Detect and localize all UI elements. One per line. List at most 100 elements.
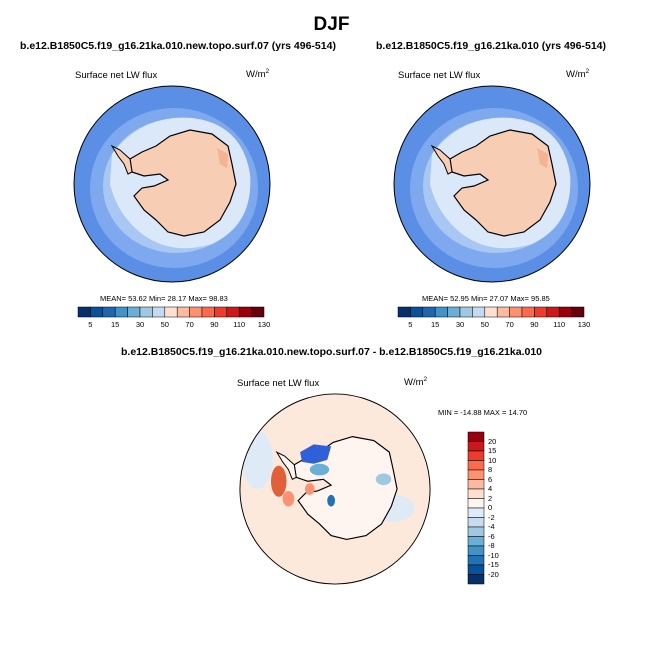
- panel2-case-title: b.e12.B1850C5.f19_g16.21ka.010 (yrs 496-…: [376, 40, 606, 52]
- colorbar-swatch: [467, 450, 485, 461]
- peninsula: [110, 144, 133, 175]
- colorbar-swatch: [467, 469, 485, 480]
- colorbar-swatch: [521, 306, 535, 318]
- panel3-stats: MIN = -14.88 MAX = 14.70: [438, 408, 528, 417]
- panel3-unit-label: W/m2: [404, 376, 428, 389]
- colorbar-tick-label: 70: [505, 320, 514, 329]
- colorbar-swatch: [467, 536, 485, 547]
- colorbar-swatch: [467, 479, 485, 490]
- colorbar-swatch: [102, 306, 116, 318]
- colorbar-swatch: [571, 306, 585, 318]
- panel3-polar-map: [239, 393, 431, 585]
- colorbar-swatch: [90, 306, 104, 318]
- colorbar-swatch: [189, 306, 203, 318]
- colorbar-swatch: [410, 306, 424, 318]
- colorbar-tick-label: 4: [488, 484, 493, 493]
- colorbar-swatch: [509, 306, 523, 318]
- panel2-colorbar: [397, 306, 585, 318]
- colorbar-tick-label: 20: [488, 436, 497, 446]
- colorbar-swatch: [164, 306, 178, 318]
- colorbar-tick-label: 6: [488, 474, 493, 484]
- colorbar-tick-label: 90: [210, 320, 219, 329]
- panel2-unit-label: W/m2: [566, 68, 590, 81]
- colorbar-swatch: [467, 574, 485, 585]
- colorbar-swatch: [496, 306, 510, 318]
- colorbar-tick-label: 130: [257, 320, 271, 329]
- diff-negative-region: [309, 463, 330, 476]
- colorbar-swatch: [467, 564, 485, 575]
- colorbar-tick-label: -6: [488, 531, 495, 541]
- colorbar-swatch: [397, 306, 411, 318]
- colorbar-swatch: [467, 460, 485, 471]
- panel1-stats: MEAN= 53.62 Min= 28.17 Max= 98.83: [100, 294, 228, 303]
- colorbar-swatch: [214, 306, 228, 318]
- diff-negative-region: [375, 473, 392, 486]
- colorbar-swatch: [238, 306, 252, 318]
- colorbar-tick-label: 50: [480, 320, 489, 329]
- panel1-colorbar-ticks: 5 15 30 50 70 90 110 130: [78, 320, 270, 332]
- colorbar-tick-label: 50: [160, 320, 169, 329]
- page-title: DJF: [313, 14, 350, 35]
- colorbar-tick-label: 2: [488, 493, 493, 503]
- colorbar-swatch: [467, 545, 485, 556]
- diff-negative-region: [300, 444, 332, 464]
- antarctica-land: [449, 129, 557, 237]
- land-warm-patch: [217, 148, 228, 168]
- panel1-unit-label: W/m2: [246, 68, 270, 81]
- colorbar-tick-label: -4: [488, 522, 495, 531]
- colorbar-swatch: [546, 306, 560, 318]
- colorbar-tick-label: 5: [408, 320, 413, 329]
- colorbar-swatch: [127, 306, 141, 318]
- panel1-colorbar: [77, 306, 265, 318]
- colorbar-swatch: [467, 431, 485, 442]
- colorbar-swatch: [467, 488, 485, 499]
- colorbar-swatch: [77, 306, 91, 318]
- colorbar-swatch: [467, 507, 485, 518]
- colorbar-tick-label: -15: [488, 560, 499, 569]
- colorbar-tick-label: 0: [488, 503, 493, 512]
- colorbar-swatch: [467, 498, 485, 509]
- panel1-variable-label: Surface net LW flux: [75, 70, 158, 81]
- colorbar-swatch: [251, 306, 265, 318]
- colorbar-swatch: [484, 306, 498, 318]
- colorbar-swatch: [434, 306, 448, 318]
- diff-negative-region: [327, 494, 335, 507]
- antarctica-land: [129, 129, 237, 237]
- diff-light-blue-ring: [241, 430, 273, 489]
- panel2-colorbar-ticks: 5 15 30 50 70 90 110 130: [398, 320, 590, 332]
- panel2-stats: MEAN= 52.95 Min= 27.07 Max= 95.85: [422, 294, 550, 303]
- panel1-case-title: b.e12.B1850C5.f19_g16.21ka.010.new.topo.…: [20, 40, 336, 52]
- colorbar-swatch: [114, 306, 128, 318]
- colorbar-swatch: [201, 306, 215, 318]
- panel3-colorbar-ticks: 20 15 10 8 6 4 2 0 -2 -4 -6 -8 -10 -15 -20: [488, 432, 518, 584]
- colorbar-swatch: [152, 306, 166, 318]
- panel2-variable-label: Surface net LW flux: [398, 70, 481, 81]
- colorbar-tick-label: 15: [431, 320, 440, 329]
- peninsula: [430, 144, 453, 175]
- colorbar-swatch: [447, 306, 461, 318]
- colorbar-swatch: [558, 306, 572, 318]
- panel3-variable-label: Surface net LW flux: [237, 378, 320, 389]
- colorbar-swatch: [467, 526, 485, 537]
- diff-positive-region: [270, 465, 287, 497]
- colorbar-swatch: [139, 306, 153, 318]
- panel3-colorbar: [467, 431, 485, 585]
- colorbar-tick-label: -10: [488, 550, 499, 560]
- colorbar-swatch: [459, 306, 473, 318]
- diff-positive-region: [304, 483, 315, 495]
- colorbar-tick-label: 15: [488, 446, 497, 455]
- colorbar-tick-label: -2: [488, 512, 495, 522]
- colorbar-swatch: [467, 555, 485, 566]
- colorbar-tick-label: 8: [488, 465, 493, 474]
- diff-positive-region: [282, 490, 295, 507]
- colorbar-swatch: [422, 306, 436, 318]
- colorbar-swatch: [467, 517, 485, 528]
- panel1-polar-map: [73, 85, 271, 283]
- colorbar-swatch: [176, 306, 190, 318]
- colorbar-tick-label: 70: [185, 320, 194, 329]
- colorbar-swatch: [467, 441, 485, 452]
- colorbar-swatch: [226, 306, 240, 318]
- colorbar-tick-label: 30: [455, 320, 465, 329]
- peninsula: [275, 450, 297, 480]
- diff-title: b.e12.B1850C5.f19_g16.21ka.010.new.topo.…: [120, 346, 543, 358]
